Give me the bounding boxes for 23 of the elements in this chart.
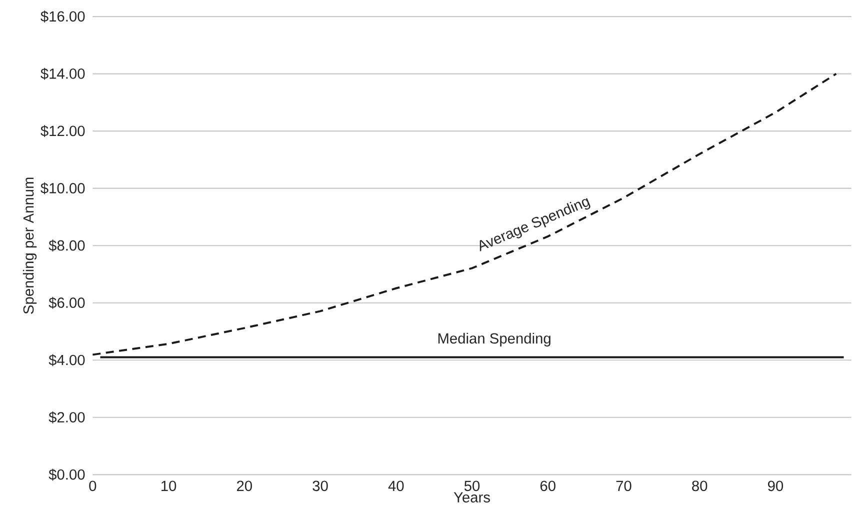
y-tick-label: $2.00 [48,411,85,424]
x-tick-label: 20 [236,480,252,492]
y-tick-label: $0.00 [48,468,85,481]
x-tick-label: 70 [616,480,632,492]
x-tick-label: 0 [89,480,96,492]
y-tick-label: $8.00 [48,240,85,252]
y-tick-label: $6.00 [48,296,85,309]
x-tick-label: 90 [768,480,784,492]
x-tick-label: 50 [464,480,480,492]
y-tick-label: $4.00 [48,354,85,366]
x-tick-label: 10 [161,480,176,492]
line-series [92,72,838,356]
y-tick-label: $10.00 [40,182,85,194]
x-tick-label: 60 [540,480,556,492]
series-label: Median Spending [438,332,550,346]
y-tick-label: $16.00 [40,10,85,22]
y-tick-label: $14.00 [40,68,85,80]
x-axis-title: Years [454,492,490,502]
x-tick-label: 30 [312,480,328,492]
y-axis-title: Spending per Annum [22,178,37,314]
x-tick-label: 40 [388,480,404,492]
x-tick-label: 80 [692,480,708,492]
y-tick-label: $12.00 [40,125,85,138]
